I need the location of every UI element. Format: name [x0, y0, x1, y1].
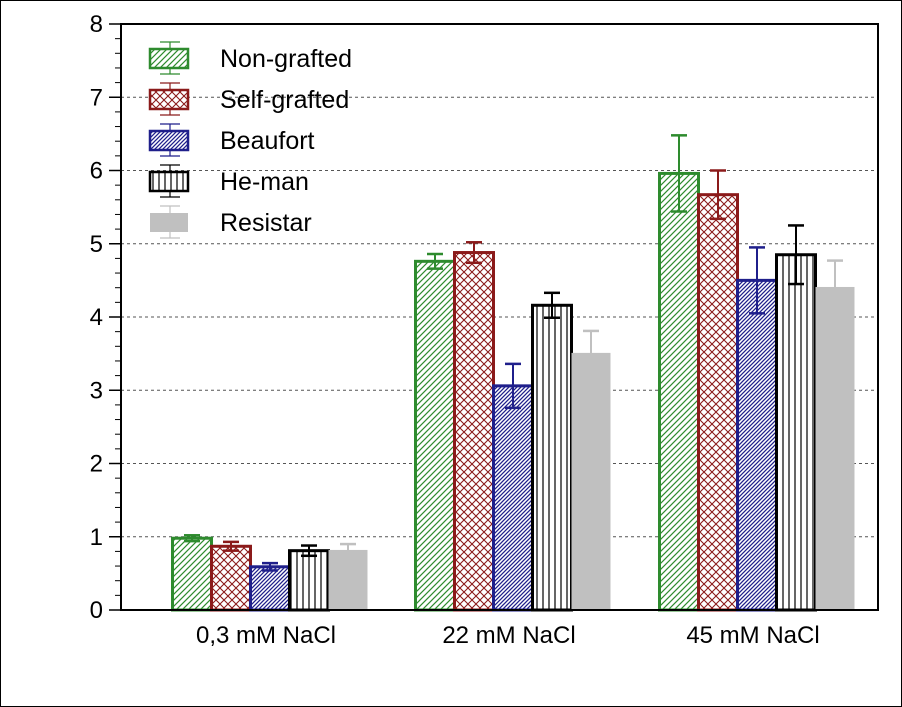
y-tick-label: 6	[90, 158, 103, 185]
y-tick-label: 4	[90, 304, 103, 331]
legend-swatch	[148, 170, 190, 193]
legend-swatch	[148, 47, 190, 70]
bar	[249, 565, 291, 612]
x-category-labels: 0,3 mM NaCl 22 mM NaCl 45 mM NaCl	[196, 622, 820, 649]
bar	[210, 544, 252, 612]
y-tick-label: 8	[90, 11, 103, 38]
y-tick-label: 3	[90, 377, 103, 404]
bar	[775, 253, 817, 612]
y-tick-label: 0	[90, 597, 103, 624]
bar	[815, 286, 855, 610]
legend-swatch	[148, 129, 190, 152]
legend-label: Beaufort	[220, 127, 315, 155]
y-tick-label: 1	[90, 524, 103, 551]
bar	[453, 251, 495, 612]
legend-label: Self-grafted	[220, 86, 349, 114]
bar	[414, 259, 456, 612]
bar	[697, 193, 739, 612]
y-tick-label: 2	[90, 451, 103, 478]
bar	[531, 303, 573, 612]
bar	[658, 171, 700, 612]
bar	[571, 352, 611, 610]
legend: Non-grafted Self-grafted Beaufort He-man Res…	[148, 41, 352, 239]
legend-swatch	[150, 213, 188, 232]
legend-swatch	[148, 88, 190, 111]
x-category-label: 0,3 mM NaCl	[196, 622, 336, 649]
legend-label: Resistar	[220, 209, 312, 237]
y-tick-labels: 0 1 2 3 4 5 6 7 8	[90, 11, 103, 624]
legend-label: He-man	[220, 168, 309, 196]
x-category-label: 45 mM NaCl	[686, 622, 819, 649]
bar	[288, 549, 330, 612]
legend-label: Non-grafted	[220, 45, 352, 73]
bar	[328, 549, 368, 610]
plot-border	[120, 23, 879, 611]
bars	[171, 134, 855, 612]
axes	[109, 23, 879, 611]
y-tick-label: 7	[90, 84, 103, 111]
bar	[736, 278, 778, 612]
bar	[492, 384, 534, 612]
x-category-label: 22 mM NaCl	[442, 622, 575, 649]
y-tick-label: 5	[90, 231, 103, 258]
bar	[171, 536, 213, 612]
